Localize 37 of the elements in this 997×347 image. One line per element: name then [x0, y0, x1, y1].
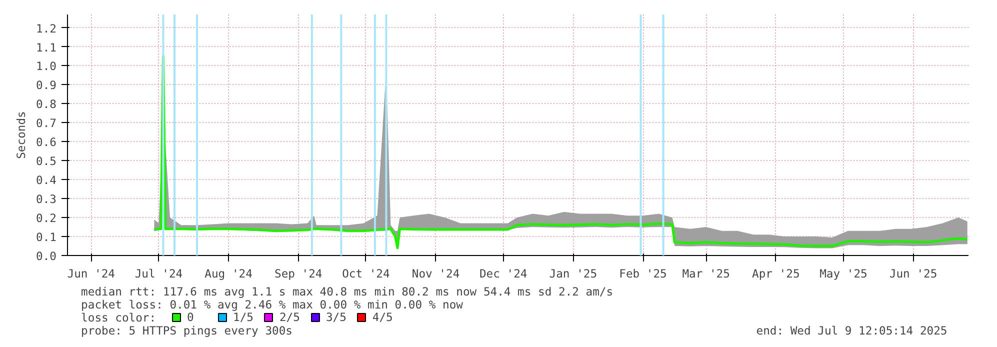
- y-tick-label: 0.1: [36, 230, 57, 244]
- y-tick-label: 0.9: [36, 78, 57, 92]
- x-tick-label: Jan '25: [549, 266, 598, 280]
- x-tick-label: Mar '25: [682, 266, 730, 280]
- y-tick-label: 0.0: [36, 249, 57, 263]
- legend-label: 2/5: [279, 310, 300, 324]
- y-tick-label: 0.6: [36, 135, 57, 150]
- x-tick-label: Dec '24: [479, 266, 528, 280]
- y-axis-title: Seconds: [14, 111, 28, 159]
- y-tick-label: 1.2: [36, 21, 57, 36]
- x-tick-label: Sep '24: [274, 266, 322, 280]
- legend-label: 4/5: [372, 310, 393, 324]
- y-tick-label: 1.0: [36, 59, 57, 74]
- y-tick-label: 0.8: [36, 97, 57, 112]
- x-tick-label: Jun '25: [889, 266, 938, 280]
- y-tick-label: 0.5: [36, 154, 57, 168]
- text: median rtt: 117.6 ms avg 1.1 s max 40.8 ms min 80.2 ms now 54.4 ms sd 2.2 am/s: [81, 284, 614, 298]
- x-tick-label: May '25: [820, 266, 868, 280]
- x-tick-label: Apr '25: [752, 266, 800, 280]
- y-tick-label: 0.3: [36, 192, 57, 206]
- x-tick-label: Aug '24: [204, 266, 253, 280]
- legend-title: loss color:: [81, 310, 156, 324]
- y-tick-label: 0.4: [36, 173, 57, 188]
- text: packet loss: 0.01 % avg 2.46 % max 0.00 % min 0.00 % now: [81, 298, 464, 312]
- x-tick-label: Nov '24: [412, 266, 460, 280]
- legend-label: 1/5: [233, 310, 254, 324]
- y-tick-label: 1.1: [36, 40, 57, 54]
- legend-label: 0: [187, 310, 195, 324]
- x-tick-label: Jun '24: [67, 266, 116, 280]
- text: end: Wed Jul 9 12:05:14 2025: [756, 324, 948, 338]
- x-tick-label: Oct '24: [342, 266, 390, 280]
- y-tick-label: 0.7: [36, 116, 57, 130]
- text: probe: 5 HTTPS pings every 300s: [81, 324, 292, 338]
- y-tick-label: 0.2: [36, 211, 57, 226]
- x-tick-label: Feb '25: [619, 266, 667, 280]
- legend-label: 3/5: [326, 310, 346, 324]
- x-tick-label: Jul '24: [134, 266, 183, 280]
